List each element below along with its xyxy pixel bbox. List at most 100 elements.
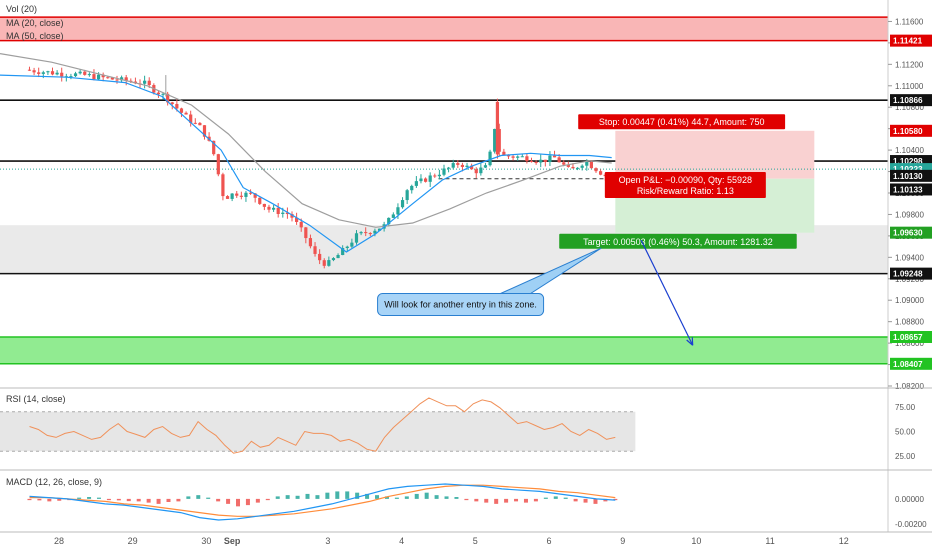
candle-body[interactable]: [147, 80, 151, 86]
candle-body[interactable]: [391, 214, 395, 218]
candle-body[interactable]: [557, 157, 561, 163]
candle-body[interactable]: [350, 242, 354, 247]
candle-body[interactable]: [506, 155, 511, 157]
candle-body[interactable]: [73, 73, 78, 77]
callout-bubble[interactable]: Will look for another entry in this zone…: [377, 247, 602, 317]
candle-body[interactable]: [442, 168, 446, 175]
candle-body[interactable]: [184, 112, 188, 115]
candle-body[interactable]: [267, 206, 271, 210]
candle-body[interactable]: [179, 108, 184, 113]
rsi-pane[interactable]: [0, 397, 636, 454]
candle-body[interactable]: [230, 193, 234, 199]
candle-body[interactable]: [295, 217, 299, 222]
candle-body[interactable]: [525, 156, 529, 162]
candle-body[interactable]: [322, 260, 326, 266]
candle-body[interactable]: [189, 114, 193, 123]
candle-body[interactable]: [313, 246, 317, 254]
candle-body[interactable]: [580, 165, 584, 168]
candle-body[interactable]: [419, 178, 423, 182]
candle-body[interactable]: [37, 72, 41, 74]
candle-body[interactable]: [552, 155, 557, 158]
candle-body[interactable]: [460, 164, 465, 168]
candle-body[interactable]: [119, 77, 124, 81]
candle-body[interactable]: [575, 167, 580, 169]
candle-body[interactable]: [387, 217, 391, 225]
candle-body[interactable]: [516, 156, 520, 158]
candle-body[interactable]: [235, 193, 239, 196]
candle-body[interactable]: [447, 167, 451, 169]
candle-body[interactable]: [465, 165, 469, 168]
candle-body[interactable]: [520, 156, 524, 158]
candle-body[interactable]: [377, 228, 382, 231]
candle-body[interactable]: [529, 161, 534, 163]
candle-body[interactable]: [373, 230, 377, 234]
candle-body[interactable]: [327, 260, 331, 266]
candle-body[interactable]: [244, 192, 248, 197]
candle-body[interactable]: [216, 154, 220, 175]
candle-body[interactable]: [308, 238, 313, 247]
candle-body[interactable]: [198, 122, 202, 126]
candle-body[interactable]: [511, 156, 515, 158]
candle-body[interactable]: [78, 71, 82, 74]
candle-body[interactable]: [239, 195, 243, 197]
candle-body[interactable]: [423, 178, 428, 182]
candle-body[interactable]: [253, 193, 257, 198]
candle-body[interactable]: [493, 128, 497, 152]
candle-body[interactable]: [585, 161, 589, 166]
candle-body[interactable]: [451, 163, 455, 168]
candle-body[interactable]: [456, 163, 460, 165]
stop-loss-box[interactable]: [615, 130, 815, 179]
candle-body[interactable]: [354, 233, 359, 243]
candle-body[interactable]: [110, 77, 114, 80]
candle-body[interactable]: [143, 80, 147, 84]
candle-body[interactable]: [32, 70, 36, 73]
candle-body[interactable]: [410, 185, 414, 191]
candle-body[interactable]: [483, 165, 488, 168]
candle-body[interactable]: [571, 166, 575, 169]
candle-body[interactable]: [299, 221, 303, 228]
candle-body[interactable]: [368, 233, 372, 235]
candle-body[interactable]: [262, 203, 266, 207]
stop-label[interactable]: Stop: 0.00447 (0.41%) 44.7, Amount: 750: [578, 114, 786, 130]
candle-body[interactable]: [400, 200, 405, 208]
pnl-label[interactable]: Open P&L: −0.00090, Qty: 55928Risk/Rewar…: [604, 171, 766, 198]
candle-body[interactable]: [304, 227, 308, 239]
candle-body[interactable]: [594, 168, 598, 172]
candle-body[interactable]: [175, 104, 179, 109]
candle-body[interactable]: [488, 151, 492, 166]
candle-body[interactable]: [69, 76, 73, 78]
candle-body[interactable]: [539, 159, 543, 163]
candle-body[interactable]: [345, 246, 349, 249]
candle-body[interactable]: [101, 74, 105, 78]
candle-body[interactable]: [271, 207, 276, 210]
candle-body[interactable]: [414, 181, 418, 186]
candle-body[interactable]: [290, 214, 294, 218]
candle-body[interactable]: [285, 212, 290, 215]
candle-body[interactable]: [543, 159, 547, 162]
candle-body[interactable]: [83, 71, 87, 75]
candle-body[interactable]: [96, 74, 101, 80]
candle-body[interactable]: [106, 77, 110, 79]
candle-body[interactable]: [221, 174, 225, 197]
candle-body[interactable]: [248, 192, 253, 194]
target-label[interactable]: Target: 0.00503 (0.46%) 50.3, Amount: 12…: [559, 233, 797, 249]
candle-body[interactable]: [202, 125, 207, 137]
candle-body[interactable]: [281, 212, 285, 214]
candle-body[interactable]: [359, 232, 363, 234]
candle-body[interactable]: [341, 248, 345, 256]
macd-pane[interactable]: [27, 483, 618, 521]
candle-body[interactable]: [161, 93, 165, 95]
candle-body[interactable]: [566, 164, 570, 167]
candle-body[interactable]: [318, 253, 322, 261]
candle-body[interactable]: [428, 175, 432, 182]
candle-body[interactable]: [589, 161, 593, 169]
candle-body[interactable]: [55, 72, 59, 75]
candle-body[interactable]: [437, 174, 441, 177]
candle-body[interactable]: [60, 72, 64, 77]
candle-body[interactable]: [258, 197, 262, 204]
candle-body[interactable]: [470, 165, 474, 170]
candle-body[interactable]: [92, 74, 96, 80]
candle-body[interactable]: [562, 162, 566, 165]
candle-body[interactable]: [433, 175, 437, 177]
